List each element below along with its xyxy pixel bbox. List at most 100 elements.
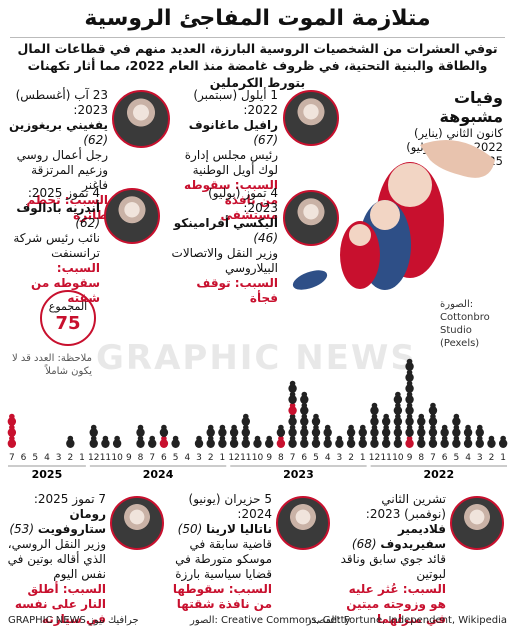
person-age: (53) [9,522,34,536]
person-date: 4 تموز 2025: [27,186,100,200]
month-tick-label: 1 [220,453,226,463]
doll-mark [487,435,496,448]
doll-mark [335,435,344,448]
doll-mark [206,435,215,448]
doll-mark [440,435,449,448]
month-tick-label: 5 [313,453,319,463]
month-tick-label: 4 [465,453,471,463]
month-tick-label: 4 [325,453,331,463]
doll-mark [311,413,321,426]
person-name: رومان ستاروفويت [37,507,106,536]
year-label: 2022 [424,468,455,480]
doll-mark [381,424,391,437]
month-tick-label: 12 [369,453,380,463]
deaths-chart: 7 6 5 4 3 2 1 12 11 10 9 8 7 6 5 4 3 2 1 12 11 10 9 8 7 6 5 4 3 2 1 12 1… [7,358,508,480]
person-date: تشرين الثاني (نوفمبر) 2023: [365,492,446,521]
footer-brand: GRAPHIC NEWS جرافيك نيوز [8,615,139,626]
month-tick-label: 8 [278,453,284,463]
total-badge: المجموع 75 [40,290,96,346]
doll-mark [300,402,309,415]
month-tick-label: 11 [380,453,391,463]
month-tick-label: 7 [430,453,436,463]
doll-mark [218,435,227,448]
doll-mark [229,435,239,448]
person-cause: السبب: أطلق النار على نفسه في سيارته [14,582,106,626]
doll-mark [417,435,426,448]
doll-mark [241,435,251,448]
avatar [283,190,339,246]
month-tick-label: 5 [173,453,179,463]
month-tick-label: 3 [337,453,343,463]
legend-heading: وفيات مشبوهة [439,88,503,126]
doll-mark [89,424,98,437]
person-desc: قائد جوي سابق وناقد لبوتين [340,552,446,581]
month-tick-label: 7 [290,453,296,463]
person-cause: السبب: عُثر عليه هو وزوجته ميتين في منزل… [346,582,446,626]
month-tick-label: 8 [418,453,424,463]
footer-photos: الصور: Creative Commons, Getty [190,615,351,626]
person-cause: السبب: سقوطها من نافذة شقتها [172,582,272,611]
doll-mark [358,435,367,448]
doll-mark [393,413,403,426]
person-name: فلاديمير سفيريدوف [380,522,446,551]
month-tick-label: 6 [301,453,307,463]
person-cause: السبب: تحطم طائرة [26,193,108,222]
person-card: 23 آب (أغسطس) 2023: يفغيني بريغوزين (62)… [8,88,108,223]
doll-mark [428,424,438,437]
month-tick-label: 6 [161,453,167,463]
person-date: 7 تموز 2025: [33,492,106,506]
avatar [276,496,330,550]
person-card: 4 تموز 2025: أندريه بادالوف (62) نائب رئ… [8,186,100,306]
month-tick-label: 1 [360,453,366,463]
month-tick-label: 10 [392,453,404,463]
month-tick-label: 9 [126,453,132,463]
month-tick-label: 9 [266,453,272,463]
year-label: 2024 [143,468,174,480]
person-card: 1 أيلول (سبتمبر) 2022: رافيل ماغانوف (67… [170,88,278,223]
doll-mark [417,424,426,437]
doll-mark [288,424,297,437]
doll-mark [405,424,414,437]
avatar [283,90,339,146]
doll-mark [159,435,169,448]
person-age: (68) [351,537,377,551]
doll-mark [288,435,297,448]
doll-mark [276,435,286,448]
month-tick-label: 10 [252,453,264,463]
person-name: أندريه بادالوف [16,201,100,215]
person-name: رافيل ماغانوف [188,118,278,132]
doll-mark [229,424,239,437]
doll-mark [463,435,473,448]
month-tick-label: 3 [477,453,483,463]
doll-mark [300,424,309,437]
doll-mark [311,435,321,448]
watermark: GRAPHIC NEWS [96,338,417,378]
doll-mark [405,391,414,404]
avatar [450,496,504,550]
doll-mark [346,424,356,437]
avatar [112,90,170,148]
month-tick-label: 5 [32,453,38,463]
doll-mark [288,402,297,415]
doll-mark [288,391,297,404]
year-label: 2025 [32,468,63,480]
doll-mark [428,435,438,448]
person-card: 7 تموز 2025: رومان ستاروفويت (53) وزير ا… [6,492,106,627]
month-tick-label: 8 [138,453,144,463]
doll-mark [393,424,403,437]
title-divider [10,37,505,38]
doll-mark [440,424,449,437]
doll-mark [300,391,309,404]
month-tick-label: 7 [149,453,155,463]
person-card: 5 حزيران (يونيو) 2024: ناتاليا لارينا (5… [168,492,272,612]
person-name: يفغيني بريغوزين [8,118,108,132]
person-card: تشرين الثاني (نوفمبر) 2023: فلاديمير سفي… [338,492,446,627]
doll-mark [463,424,473,437]
month-tick-label: 6 [21,453,27,463]
doll-mark [370,424,379,437]
doll-mark [381,413,391,426]
doll-mark [452,435,461,448]
doll-mark [428,413,438,426]
month-tick-label: 12 [88,453,99,463]
doll-mark [7,413,17,426]
